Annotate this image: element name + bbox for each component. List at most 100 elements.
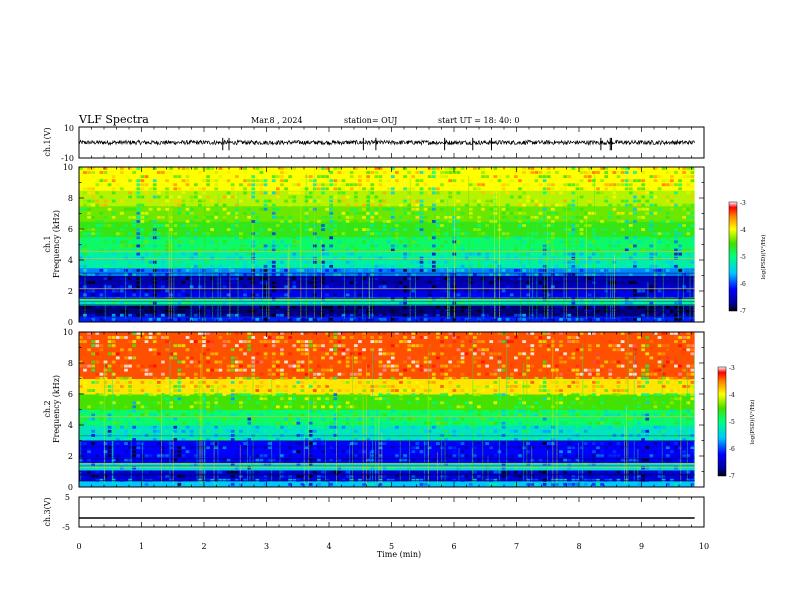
- ch1-speckle: [464, 305, 469, 309]
- ch2-speckle: [501, 442, 506, 445]
- ch1-speckle: [555, 203, 559, 207]
- ch2-speckle: [567, 433, 572, 437]
- ch1-speckle: [308, 313, 313, 317]
- ch1-speckle: [288, 175, 292, 179]
- ch2-speckle: [358, 380, 362, 384]
- ch2-speckle: [312, 332, 317, 335]
- ch1-speckle: [251, 268, 256, 272]
- ch1-speckle: [448, 305, 453, 309]
- ch2-speckle: [243, 352, 247, 356]
- ch1-speckle: [505, 252, 510, 256]
- ch1-speckle: [202, 179, 206, 183]
- ch1-speckle: [403, 211, 407, 215]
- ch1-speckle: [678, 297, 682, 301]
- ch2-speckle: [312, 376, 317, 380]
- ch2-speckle: [300, 442, 305, 445]
- ch1-speckle: [456, 297, 461, 301]
- ch2-speckle: [448, 344, 453, 348]
- ch1-speckle: [637, 248, 641, 252]
- ch1-speckle: [165, 297, 169, 301]
- ch1-speckle: [115, 236, 120, 240]
- ch1-speckle: [140, 175, 145, 179]
- ch1-speckle: [189, 285, 194, 289]
- ch2-speckle: [276, 438, 280, 441]
- ch1-speckle: [333, 228, 338, 232]
- ch2-speckle: [407, 364, 412, 368]
- ch2-speckle: [206, 332, 210, 335]
- ch2-speckle: [132, 356, 137, 360]
- ch1-speckle: [341, 252, 346, 256]
- ch2-speckle: [637, 429, 641, 433]
- ch1-speckle: [579, 171, 584, 174]
- ch1-speckle: [128, 232, 132, 236]
- ch2-speckle: [312, 409, 317, 413]
- ch2-speckle: [300, 344, 305, 348]
- ch2-speckle: [239, 474, 243, 478]
- ch2-speckle: [263, 393, 268, 397]
- ch2-speckle: [177, 380, 182, 384]
- ch2-speckle: [349, 438, 354, 441]
- ch1-speckle: [353, 220, 358, 223]
- ch2-speckle: [509, 454, 514, 458]
- ch1-speckle: [259, 281, 264, 285]
- ch2-speckle: [288, 409, 292, 413]
- ch1-spectrogram-image: [79, 167, 704, 322]
- ch1-speckle: [267, 301, 272, 305]
- ch1-speckle: [477, 228, 481, 232]
- ch2-speckle: [312, 470, 317, 474]
- ch1-speckle: [198, 264, 202, 268]
- ch1-speckle: [534, 199, 539, 203]
- ch1-speckle: [604, 175, 609, 179]
- ch2-speckle: [633, 397, 637, 401]
- ch2-speckle: [247, 393, 251, 397]
- ch2-speckle: [312, 348, 317, 352]
- ch1-speckle: [243, 293, 247, 297]
- ch2-speckle: [259, 360, 264, 364]
- ch2-speckle: [91, 433, 95, 437]
- ch2-speckle: [386, 405, 391, 409]
- ch2-speckle: [349, 356, 354, 360]
- ch1-speckle: [637, 203, 641, 207]
- ch1-speckle: [345, 195, 350, 199]
- ch1-speckle: [87, 183, 91, 187]
- ch1-speckle: [505, 268, 510, 272]
- ch1-speckle: [555, 211, 559, 215]
- ch2-speckle: [128, 438, 132, 441]
- ch1-speckle: [473, 260, 477, 264]
- ch1-speckle: [378, 252, 383, 256]
- ch1-speckle: [288, 232, 292, 236]
- ch1-speckle: [366, 195, 370, 199]
- ch1-speckle: [144, 232, 149, 236]
- ch1-speckle: [181, 301, 186, 305]
- ch1-speckle: [505, 240, 510, 244]
- ch1-speckle: [534, 228, 539, 232]
- ch1-speckle: [468, 215, 473, 219]
- ch1-speckle: [386, 301, 391, 305]
- ch1-speckle: [243, 317, 247, 321]
- ch2-speckle: [567, 458, 572, 462]
- ch1-speckle: [423, 277, 428, 280]
- ch1-speckle: [579, 260, 584, 264]
- ch1-speckle: [436, 199, 440, 203]
- ch2-speckle: [493, 421, 498, 425]
- ch1-speckle: [587, 199, 592, 203]
- ch2-speckle: [395, 376, 399, 380]
- ch1-speckle: [95, 236, 100, 240]
- ch1-speckle: [649, 285, 654, 289]
- ch2-speckle: [83, 409, 87, 413]
- ch2-speckle: [407, 389, 412, 392]
- ch1-speckle: [304, 317, 309, 321]
- ch1-speckle: [136, 183, 141, 187]
- ch1-speckle: [579, 268, 584, 272]
- ch1-speckle: [353, 199, 358, 203]
- ch2-speckle: [161, 397, 165, 401]
- ch2-speckle: [399, 458, 403, 462]
- ch1-speckle: [407, 211, 412, 215]
- ch1-speckle: [206, 195, 210, 199]
- ch1-ytick-8: 8: [68, 194, 73, 203]
- ch1-speckle: [329, 215, 334, 219]
- ch2-speckle: [177, 454, 182, 458]
- ch2-speckle: [423, 429, 428, 433]
- ch2-speckle: [637, 405, 641, 409]
- ch2-speckle: [444, 450, 448, 454]
